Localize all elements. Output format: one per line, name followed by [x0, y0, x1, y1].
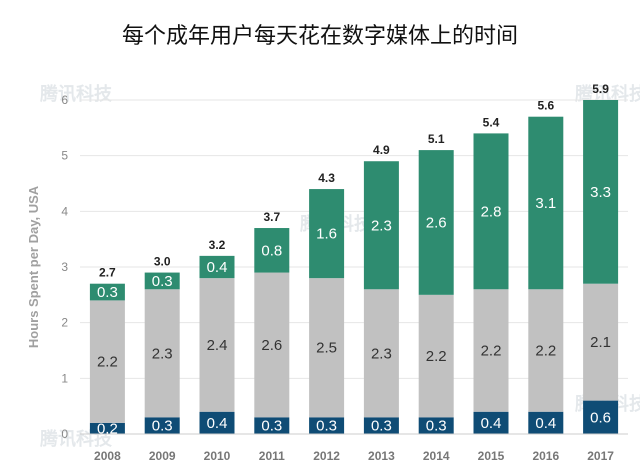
axes: 0 1 2 3 4 5 6 Hours Spent per Day, USA 2008 2009 2…: [26, 93, 628, 463]
bar-segment: [418, 294, 454, 418]
bar-segment: [583, 100, 619, 284]
segment-value-label: 1.6: [316, 226, 337, 243]
bar-segment: [528, 289, 564, 412]
segment-value-label: 0.3: [426, 418, 447, 435]
bar-segment: [89, 283, 125, 301]
segment-value-label: 2.6: [426, 214, 447, 231]
x-tick-label: 2016: [532, 449, 559, 463]
bar-segment: [254, 272, 290, 418]
bar-segment: [309, 278, 345, 418]
bar-segment: [199, 278, 235, 412]
y-tick-label: 2: [61, 316, 68, 330]
bar-segment: [144, 272, 180, 290]
segment-value-label: 2.5: [316, 340, 337, 357]
bar-segment: [144, 417, 180, 434]
bar-segment: [528, 411, 564, 434]
watermark-text: 腾讯科技: [40, 83, 113, 105]
segment-value-label: 0.2: [97, 420, 118, 437]
x-tick-label: 2009: [149, 449, 176, 463]
bar-segment: [199, 411, 235, 434]
y-tick-label: 1: [61, 371, 68, 385]
segment-value-label: 0.4: [207, 259, 228, 276]
bar-segment: [583, 283, 619, 401]
segment-value-label: 2.2: [481, 343, 502, 360]
segment-value-label: 3.3: [590, 184, 611, 201]
bar-segment: [254, 417, 290, 434]
segment-value-label: 2.3: [371, 217, 392, 234]
segment-value-label: 0.3: [97, 284, 118, 301]
segment-value-label: 2.3: [152, 345, 173, 362]
bar-total-label: 3.0: [154, 255, 171, 269]
bar-segment: [254, 228, 290, 273]
bar-segment: [418, 150, 454, 295]
bar-total-label: 3.2: [209, 238, 226, 252]
segment-value-label: 0.3: [261, 418, 282, 435]
bar-segment: [363, 289, 399, 418]
y-tick-label: 4: [61, 204, 68, 218]
bar-total-label: 4.9: [373, 143, 390, 157]
bar-total-label: 5.1: [428, 132, 445, 146]
bar-total-label: 4.3: [318, 171, 335, 185]
bar-segment: [583, 400, 619, 434]
bar-total-label: 5.9: [592, 82, 609, 96]
bar-segment: [363, 161, 399, 290]
segment-value-label: 2.2: [97, 354, 118, 371]
bar-segment: [473, 289, 509, 412]
bar-segment: [363, 417, 399, 434]
bar-total-label: 2.7: [99, 266, 116, 280]
bar-segment: [309, 189, 345, 279]
bar-segment: [199, 255, 235, 279]
segment-value-label: 0.3: [371, 418, 392, 435]
segment-value-label: 2.2: [426, 348, 447, 365]
bar-segment: [473, 133, 509, 290]
segment-value-label: 2.1: [590, 334, 611, 351]
y-axis-title: Hours Spent per Day, USA: [26, 185, 41, 348]
y-tick-label: 0: [61, 427, 68, 441]
bar-segment: [89, 300, 125, 423]
bar-segment: [309, 417, 345, 434]
y-tick-label: 5: [61, 149, 68, 163]
x-tick-label: 2013: [368, 449, 395, 463]
segment-value-label: 0.6: [590, 409, 611, 426]
bar-segment: [144, 289, 180, 418]
y-tick-label: 3: [61, 260, 68, 274]
chart-title: 每个成年用户每天花在数字媒体上的时间: [121, 24, 518, 49]
segment-value-label: 2.2: [535, 343, 556, 360]
bar-total-label: 5.6: [537, 99, 554, 113]
segment-value-label: 0.4: [207, 415, 228, 432]
bar-total-label: 3.7: [263, 210, 280, 224]
x-tick-label: 2011: [259, 449, 285, 463]
segment-value-label: 2.4: [207, 337, 228, 354]
segment-value-label: 0.3: [152, 418, 173, 435]
segment-value-label: 2.8: [481, 203, 502, 220]
bar-segment: [89, 422, 125, 434]
x-tick-label: 2008: [94, 449, 121, 463]
x-tick-label: 2015: [478, 449, 505, 463]
bars: 0.2 2.2 0.3 2.7 0.3 2.3 0.3 3.0 0.4 2.4 0.4 3.2 0.3 2…: [89, 82, 619, 437]
segment-value-label: 0.3: [152, 273, 173, 290]
segment-value-label: 2.3: [371, 345, 392, 362]
x-tick-label: 2017: [587, 449, 614, 463]
bar-total-label: 5.4: [483, 115, 500, 129]
segment-value-label: 0.3: [316, 418, 337, 435]
segment-value-label: 3.1: [535, 195, 556, 212]
segment-value-label: 0.4: [481, 415, 502, 432]
x-tick-label: 2014: [423, 449, 450, 463]
bar-segment: [473, 411, 509, 434]
bar-segment: [418, 417, 454, 434]
x-tick-label: 2012: [313, 449, 340, 463]
y-tick-label: 6: [61, 93, 68, 107]
segment-value-label: 0.4: [535, 415, 556, 432]
x-tick-label: 2010: [204, 449, 231, 463]
segment-value-label: 0.8: [261, 242, 282, 259]
bar-segment: [528, 116, 564, 290]
segment-value-label: 2.6: [261, 337, 282, 354]
